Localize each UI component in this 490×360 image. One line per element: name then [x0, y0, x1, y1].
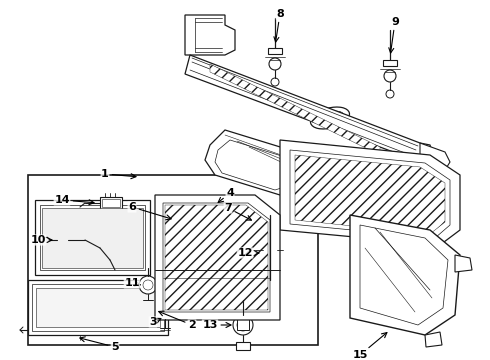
Polygon shape — [360, 225, 448, 325]
Text: 11: 11 — [124, 278, 141, 288]
Ellipse shape — [52, 213, 132, 263]
Ellipse shape — [269, 58, 281, 70]
Text: 5: 5 — [80, 337, 119, 352]
Ellipse shape — [384, 70, 396, 82]
Ellipse shape — [195, 44, 201, 50]
Bar — [28, 280, 168, 335]
Ellipse shape — [317, 111, 343, 125]
Bar — [40, 205, 145, 270]
Polygon shape — [295, 155, 445, 234]
Bar — [236, 342, 250, 350]
Ellipse shape — [208, 28, 222, 42]
Polygon shape — [210, 64, 380, 155]
Polygon shape — [455, 255, 472, 272]
Ellipse shape — [203, 23, 227, 47]
Text: 4: 4 — [218, 188, 234, 202]
Bar — [102, 199, 120, 207]
Polygon shape — [165, 205, 268, 310]
Ellipse shape — [139, 276, 157, 294]
Text: 1: 1 — [101, 169, 136, 179]
Polygon shape — [185, 55, 435, 162]
Polygon shape — [185, 15, 235, 55]
Bar — [237, 312, 249, 330]
Polygon shape — [215, 140, 300, 190]
Text: 10: 10 — [30, 235, 52, 245]
Ellipse shape — [195, 20, 201, 26]
Polygon shape — [425, 332, 442, 347]
Ellipse shape — [143, 280, 153, 290]
Text: 12: 12 — [237, 248, 259, 258]
Polygon shape — [268, 48, 282, 54]
Text: 7: 7 — [224, 203, 251, 220]
Text: 3: 3 — [149, 317, 161, 327]
Ellipse shape — [386, 90, 394, 98]
Ellipse shape — [237, 319, 249, 331]
Text: 9: 9 — [389, 17, 399, 53]
Ellipse shape — [62, 220, 122, 256]
Bar — [35, 200, 150, 275]
Text: 8: 8 — [274, 9, 284, 42]
Text: 14: 14 — [54, 195, 94, 205]
Ellipse shape — [263, 243, 277, 257]
Polygon shape — [280, 140, 460, 245]
Ellipse shape — [57, 234, 73, 246]
Polygon shape — [155, 195, 280, 320]
Text: 2: 2 — [159, 311, 196, 330]
Polygon shape — [290, 150, 450, 238]
Ellipse shape — [233, 315, 253, 335]
Text: 13: 13 — [202, 320, 231, 330]
Bar — [36, 288, 160, 327]
Ellipse shape — [271, 78, 279, 86]
Text: 6: 6 — [128, 202, 171, 220]
Ellipse shape — [160, 305, 170, 315]
Bar — [32, 284, 164, 331]
Polygon shape — [205, 130, 310, 195]
Polygon shape — [163, 203, 270, 312]
Ellipse shape — [311, 107, 349, 129]
Bar — [100, 197, 122, 209]
Polygon shape — [42, 208, 143, 268]
Ellipse shape — [156, 301, 174, 319]
Polygon shape — [350, 215, 460, 335]
Text: 15: 15 — [352, 333, 387, 360]
Polygon shape — [420, 143, 450, 170]
Bar — [28, 175, 318, 345]
Polygon shape — [383, 60, 397, 66]
